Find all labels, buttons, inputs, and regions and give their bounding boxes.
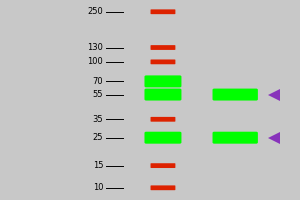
FancyBboxPatch shape [151, 9, 175, 14]
Text: 70: 70 [93, 77, 103, 86]
Text: 15: 15 [93, 161, 103, 170]
Text: 55: 55 [93, 90, 103, 99]
FancyBboxPatch shape [151, 59, 175, 64]
Text: 100: 100 [88, 57, 103, 66]
FancyBboxPatch shape [151, 163, 175, 168]
FancyBboxPatch shape [145, 132, 182, 144]
Text: 250: 250 [88, 7, 103, 16]
Text: 25: 25 [93, 133, 103, 142]
FancyBboxPatch shape [212, 132, 258, 144]
Text: 35: 35 [93, 115, 103, 124]
FancyBboxPatch shape [145, 75, 182, 87]
FancyBboxPatch shape [151, 92, 175, 97]
FancyBboxPatch shape [151, 185, 175, 190]
FancyBboxPatch shape [151, 45, 175, 50]
FancyBboxPatch shape [151, 117, 175, 122]
FancyBboxPatch shape [145, 89, 182, 101]
FancyBboxPatch shape [212, 89, 258, 101]
Text: 10: 10 [93, 183, 103, 192]
Text: 130: 130 [87, 43, 103, 52]
